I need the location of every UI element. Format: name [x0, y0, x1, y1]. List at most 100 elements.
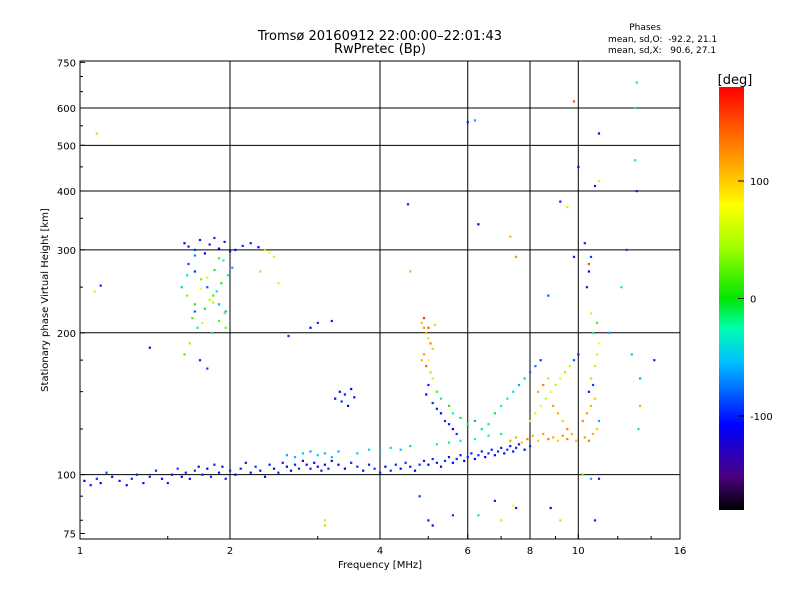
data-point	[343, 393, 346, 396]
data-point	[389, 469, 392, 472]
data-point	[229, 250, 232, 253]
data-point	[587, 270, 590, 273]
x-axis-label: Frequency [MHz]	[338, 560, 422, 571]
data-point	[206, 467, 209, 470]
data-point	[224, 477, 227, 480]
data-point	[427, 326, 430, 329]
data-point	[323, 463, 326, 466]
data-point	[459, 454, 462, 457]
data-point	[500, 432, 503, 436]
data-point	[99, 482, 102, 485]
data-point	[148, 346, 151, 349]
data-point	[593, 365, 597, 368]
data-point	[537, 390, 540, 393]
data-point	[309, 450, 312, 453]
data-point	[226, 274, 229, 277]
data-point	[259, 469, 262, 472]
data-point	[409, 465, 412, 468]
data-point	[422, 353, 426, 356]
data-point	[639, 404, 642, 407]
data-point	[566, 205, 569, 209]
data-point	[572, 359, 576, 362]
data-point	[556, 412, 560, 415]
data-point	[443, 459, 447, 462]
data-point	[135, 473, 138, 476]
data-point	[356, 465, 359, 468]
data-point	[506, 448, 509, 451]
data-point	[334, 397, 337, 400]
data-point	[367, 463, 371, 466]
data-point	[249, 471, 252, 474]
data-point	[549, 506, 552, 510]
data-point	[89, 484, 92, 487]
data-point	[531, 434, 534, 437]
data-point	[186, 294, 189, 297]
colorbar-ticks: 100 0 -100	[738, 177, 773, 423]
data-point	[105, 471, 108, 474]
data-point	[217, 257, 221, 260]
data-point	[547, 377, 550, 380]
data-point	[435, 390, 438, 393]
data-point	[552, 404, 555, 407]
data-point	[206, 276, 209, 279]
data-point	[323, 519, 326, 522]
data-point	[231, 266, 234, 269]
data-point	[320, 469, 323, 472]
data-point	[277, 282, 280, 285]
data-point	[473, 119, 476, 122]
data-point	[534, 412, 537, 415]
data-point	[213, 268, 216, 272]
data-point	[187, 262, 190, 266]
data-point	[293, 463, 297, 466]
data-point	[425, 331, 428, 334]
data-point	[95, 477, 98, 480]
data-point	[193, 254, 196, 257]
data-point	[429, 342, 432, 345]
data-point	[512, 504, 515, 507]
data-point	[634, 107, 637, 110]
data-point	[268, 251, 271, 254]
data-point	[198, 359, 202, 362]
data-point	[272, 467, 276, 470]
data-point	[413, 469, 417, 472]
data-point	[201, 321, 204, 324]
data-point	[439, 465, 443, 468]
data-point	[301, 459, 304, 462]
data-point	[277, 471, 280, 474]
data-point	[517, 383, 521, 387]
data-point	[480, 428, 483, 431]
data-point	[224, 326, 227, 329]
data-point	[493, 412, 496, 415]
data-point	[431, 524, 434, 527]
data-point	[217, 319, 221, 323]
data-point	[130, 477, 133, 480]
data-point	[480, 450, 483, 453]
data-point	[581, 419, 584, 423]
data-point	[509, 235, 512, 238]
data-point	[463, 459, 466, 462]
data-point	[487, 423, 490, 426]
data-point	[577, 165, 580, 169]
data-point	[589, 477, 593, 480]
data-point	[160, 477, 164, 480]
data-point	[515, 255, 518, 258]
data-point	[653, 359, 656, 362]
data-point	[447, 423, 451, 426]
data-point	[447, 441, 451, 444]
data-point	[337, 450, 340, 453]
data-point	[281, 461, 284, 464]
data-point	[542, 432, 545, 436]
grid-lines	[80, 61, 680, 539]
data-point	[297, 467, 301, 470]
data-point	[589, 404, 593, 407]
data-point	[211, 331, 214, 334]
data-point	[490, 448, 493, 451]
x-tick-label: 4	[377, 546, 383, 557]
y-tick-label: 100	[57, 471, 76, 482]
data-point	[213, 236, 216, 240]
data-point	[203, 252, 206, 255]
data-point	[234, 248, 237, 251]
data-point	[473, 438, 476, 441]
data-point	[473, 419, 476, 423]
data-point	[404, 461, 407, 464]
